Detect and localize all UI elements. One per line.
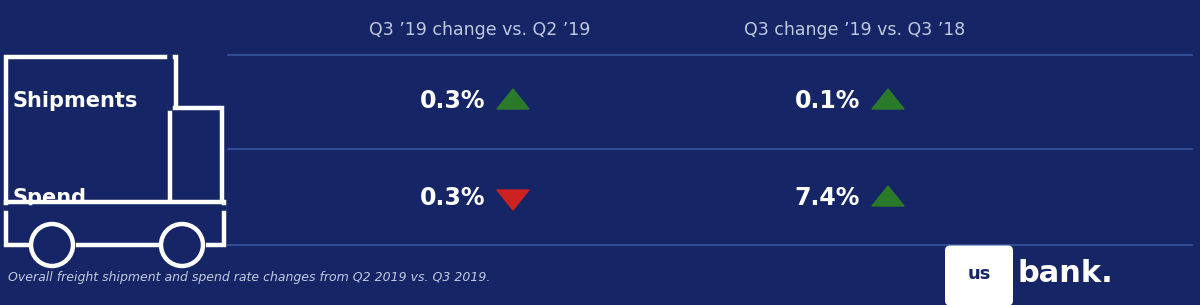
Text: Spend: Spend: [12, 188, 86, 208]
FancyBboxPatch shape: [6, 202, 224, 245]
Text: Q3 ’19 change vs. Q2 ’19: Q3 ’19 change vs. Q2 ’19: [370, 21, 590, 39]
Text: Q3 change ’19 vs. Q3 ’18: Q3 change ’19 vs. Q3 ’18: [744, 21, 966, 39]
Circle shape: [161, 224, 203, 266]
FancyBboxPatch shape: [946, 246, 1013, 305]
Polygon shape: [872, 186, 904, 206]
Text: 0.3%: 0.3%: [420, 186, 485, 210]
Text: 0.3%: 0.3%: [420, 89, 485, 113]
Text: bank.: bank.: [1018, 260, 1114, 289]
FancyBboxPatch shape: [6, 57, 176, 208]
FancyBboxPatch shape: [170, 108, 222, 208]
Text: 0.1%: 0.1%: [794, 89, 860, 113]
Polygon shape: [497, 89, 529, 109]
Polygon shape: [497, 190, 529, 210]
Text: us: us: [967, 265, 991, 283]
Text: Shipments: Shipments: [12, 91, 137, 111]
Text: Overall freight shipment and spend rate changes from Q2 2019 vs. Q3 2019.: Overall freight shipment and spend rate …: [8, 271, 491, 284]
Text: 7.4%: 7.4%: [794, 186, 860, 210]
Polygon shape: [872, 89, 904, 109]
Circle shape: [31, 224, 73, 266]
